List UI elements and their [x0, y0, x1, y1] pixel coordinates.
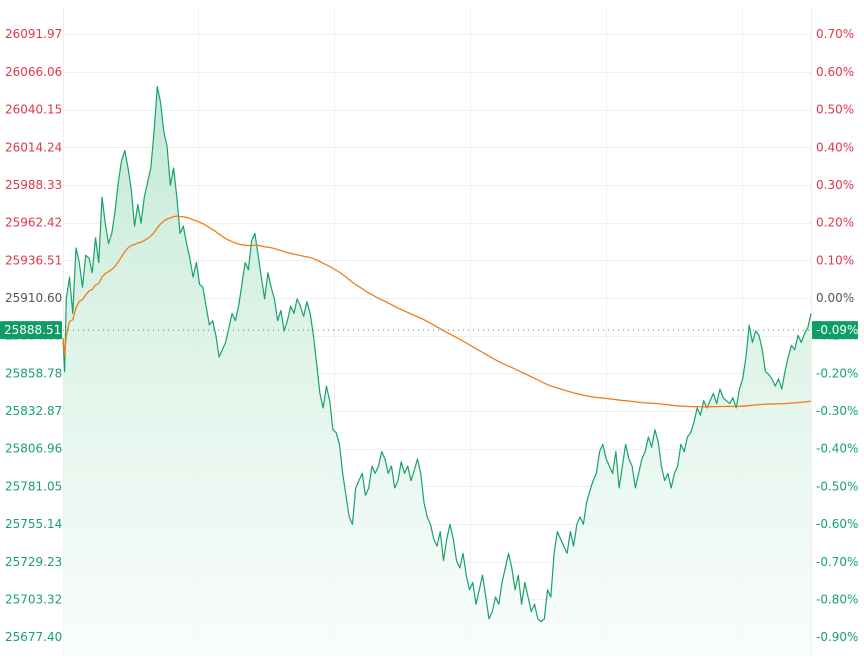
right-tick-label: 0.50%	[816, 103, 854, 117]
price-line-group	[62, 85, 812, 623]
reference-badges: 25888.51 -0.09%	[0, 321, 858, 340]
price-line	[62, 85, 812, 623]
left-tick-label: 25806.96	[5, 442, 62, 456]
right-tick-label: 0.30%	[816, 178, 854, 192]
right-tick-label: 0.10%	[816, 253, 854, 267]
left-price-axis: 26091.97 26066.06 26040.15 26014.24 25988.33…	[5, 27, 62, 644]
left-tick-label: 26091.97	[5, 27, 62, 41]
left-tick-label: 25936.51	[5, 253, 62, 267]
left-tick-label: 25962.42	[5, 216, 62, 230]
right-tick-label: 0.40%	[816, 140, 854, 154]
left-tick-label: 26040.15	[5, 103, 62, 117]
right-tick-label: 0.60%	[816, 65, 854, 79]
left-tick-label: 25781.05	[5, 479, 62, 493]
right-tick-label: -0.80%	[816, 592, 858, 606]
right-tick-label: -0.60%	[816, 517, 858, 531]
left-tick-label: 25755.14	[5, 517, 62, 531]
right-tick-label: 0.00%	[816, 291, 854, 305]
left-tick-label: 25703.32	[5, 592, 62, 606]
left-tick-label: 25729.23	[5, 555, 62, 569]
right-tick-label: -0.20%	[816, 366, 858, 380]
reference-price-badge	[0, 321, 62, 340]
right-tick-label: 0.20%	[816, 216, 854, 230]
right-tick-label: -0.50%	[816, 479, 858, 493]
left-tick-label: 25677.40	[5, 630, 62, 644]
reference-percent-badge	[812, 321, 858, 340]
reference-percent-label: -0.09%	[816, 323, 858, 337]
average-line-group	[62, 215, 812, 408]
left-tick-label: 25858.78	[5, 366, 62, 380]
right-tick-label: -0.40%	[816, 442, 858, 456]
left-tick-label: 25910.60	[5, 291, 62, 305]
left-tick-label: 26066.06	[5, 65, 62, 79]
right-tick-label: -0.30%	[816, 404, 858, 418]
right-tick-label: 0.70%	[816, 27, 854, 41]
average-line	[62, 215, 812, 408]
left-tick-label: 26014.24	[5, 140, 62, 154]
reference-price-label: 25888.51	[4, 323, 61, 337]
right-tick-label: -0.70%	[816, 555, 858, 569]
left-tick-label: 25832.87	[5, 404, 62, 418]
right-tick-label: -0.90%	[816, 630, 858, 644]
price-area-fill	[63, 86, 811, 657]
price-area	[63, 86, 811, 657]
left-tick-label: 25988.33	[5, 178, 62, 192]
